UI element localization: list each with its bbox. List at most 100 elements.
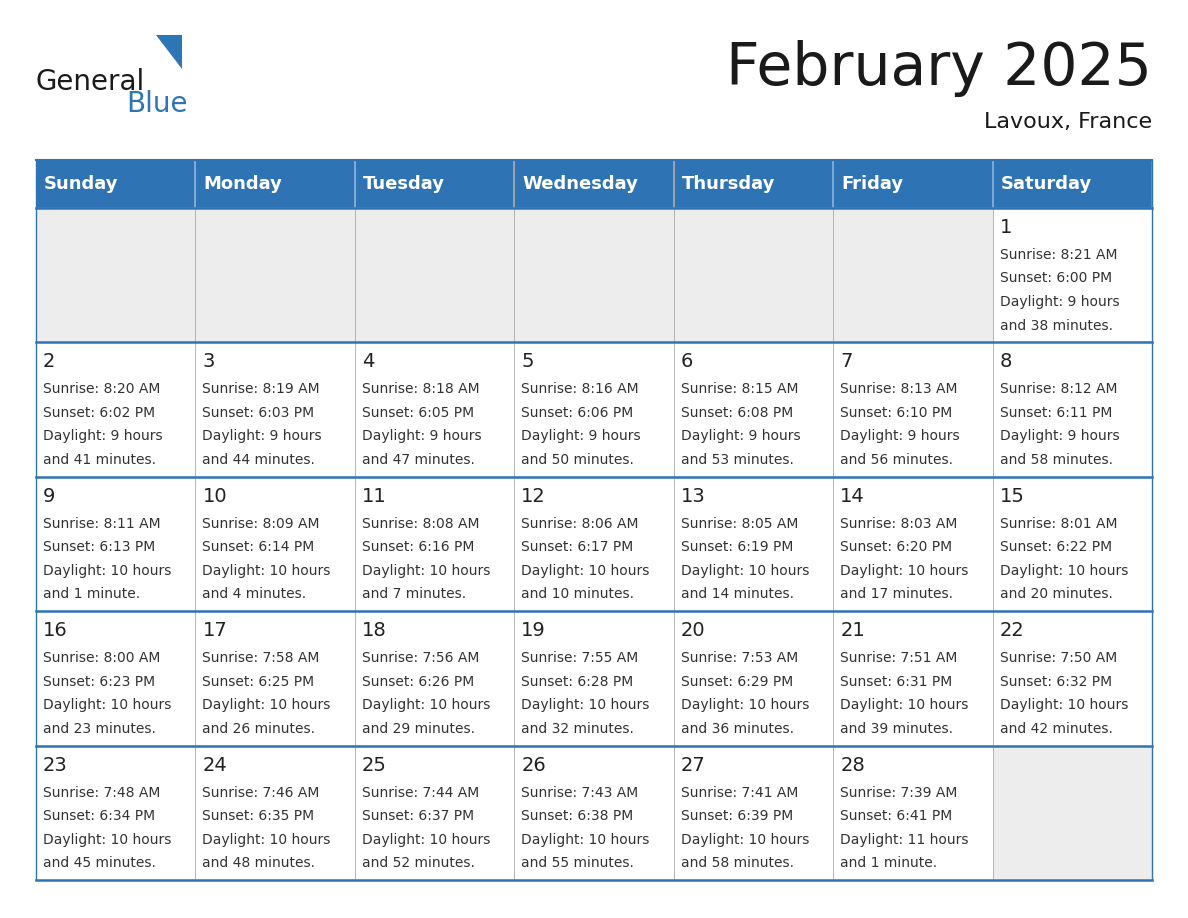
Text: 12: 12 (522, 487, 546, 506)
Text: and 44 minutes.: and 44 minutes. (202, 453, 315, 467)
Text: Sunset: 6:19 PM: Sunset: 6:19 PM (681, 541, 794, 554)
Text: and 58 minutes.: and 58 minutes. (681, 856, 794, 870)
Text: Sunset: 6:14 PM: Sunset: 6:14 PM (202, 541, 315, 554)
Text: 14: 14 (840, 487, 865, 506)
Text: Sunset: 6:39 PM: Sunset: 6:39 PM (681, 809, 792, 823)
Text: Sunrise: 7:43 AM: Sunrise: 7:43 AM (522, 786, 638, 800)
Text: Sunset: 6:31 PM: Sunset: 6:31 PM (840, 675, 953, 688)
Text: 9: 9 (43, 487, 56, 506)
Text: Sunset: 6:13 PM: Sunset: 6:13 PM (43, 541, 156, 554)
Text: Daylight: 10 hours: Daylight: 10 hours (362, 833, 491, 846)
Text: Sunrise: 8:19 AM: Sunrise: 8:19 AM (202, 383, 320, 397)
Text: Daylight: 9 hours: Daylight: 9 hours (681, 430, 801, 443)
Bar (833, 160, 992, 208)
Text: and 20 minutes.: and 20 minutes. (999, 588, 1112, 601)
Bar (355, 611, 514, 745)
Text: Sunset: 6:37 PM: Sunset: 6:37 PM (362, 809, 474, 823)
Bar (674, 342, 833, 476)
Text: Monday: Monday (203, 175, 283, 193)
Text: Sunrise: 8:09 AM: Sunrise: 8:09 AM (202, 517, 320, 531)
Text: Sunrise: 8:06 AM: Sunrise: 8:06 AM (522, 517, 639, 531)
Text: 5: 5 (522, 353, 533, 372)
Text: 7: 7 (840, 353, 853, 372)
Text: Daylight: 10 hours: Daylight: 10 hours (999, 699, 1127, 712)
Bar (833, 342, 992, 476)
Text: Sunrise: 8:12 AM: Sunrise: 8:12 AM (999, 383, 1117, 397)
Text: Sunrise: 8:16 AM: Sunrise: 8:16 AM (522, 383, 639, 397)
Text: Sunrise: 8:05 AM: Sunrise: 8:05 AM (681, 517, 798, 531)
Text: Sunday: Sunday (44, 175, 119, 193)
Bar (355, 160, 514, 208)
Text: 27: 27 (681, 756, 706, 775)
Bar (674, 208, 833, 342)
Text: Sunrise: 8:15 AM: Sunrise: 8:15 AM (681, 383, 798, 397)
Text: Daylight: 9 hours: Daylight: 9 hours (362, 430, 481, 443)
Bar (833, 611, 992, 745)
Text: 25: 25 (362, 756, 387, 775)
Text: 1: 1 (999, 218, 1012, 237)
Bar (36, 342, 196, 476)
Bar (992, 476, 1152, 611)
Text: February 2025: February 2025 (726, 40, 1152, 97)
Bar (674, 476, 833, 611)
Text: 10: 10 (202, 487, 227, 506)
Text: and 55 minutes.: and 55 minutes. (522, 856, 634, 870)
Text: and 14 minutes.: and 14 minutes. (681, 588, 794, 601)
Bar (833, 208, 992, 342)
Text: Sunrise: 7:51 AM: Sunrise: 7:51 AM (840, 651, 958, 666)
Bar (355, 342, 514, 476)
Bar (674, 160, 833, 208)
Text: Sunrise: 7:41 AM: Sunrise: 7:41 AM (681, 786, 798, 800)
Text: 20: 20 (681, 621, 706, 640)
Text: Daylight: 9 hours: Daylight: 9 hours (999, 295, 1119, 309)
Text: and 29 minutes.: and 29 minutes. (362, 722, 475, 735)
Text: Daylight: 10 hours: Daylight: 10 hours (43, 564, 171, 577)
Bar (36, 476, 196, 611)
Text: Thursday: Thursday (682, 175, 775, 193)
Text: Sunset: 6:17 PM: Sunset: 6:17 PM (522, 541, 633, 554)
Text: Sunrise: 8:08 AM: Sunrise: 8:08 AM (362, 517, 479, 531)
Text: Sunset: 6:16 PM: Sunset: 6:16 PM (362, 541, 474, 554)
Text: and 39 minutes.: and 39 minutes. (840, 722, 953, 735)
Text: Sunset: 6:10 PM: Sunset: 6:10 PM (840, 406, 953, 420)
Text: and 1 minute.: and 1 minute. (43, 588, 140, 601)
Text: Daylight: 11 hours: Daylight: 11 hours (840, 833, 968, 846)
Text: and 38 minutes.: and 38 minutes. (999, 319, 1113, 332)
Bar (514, 611, 674, 745)
Text: Daylight: 10 hours: Daylight: 10 hours (43, 699, 171, 712)
Text: 24: 24 (202, 756, 227, 775)
Bar (992, 160, 1152, 208)
Text: Sunrise: 7:53 AM: Sunrise: 7:53 AM (681, 651, 798, 666)
Text: and 50 minutes.: and 50 minutes. (522, 453, 634, 467)
Text: 17: 17 (202, 621, 227, 640)
Bar (514, 160, 674, 208)
Text: Sunset: 6:03 PM: Sunset: 6:03 PM (202, 406, 315, 420)
Text: and 32 minutes.: and 32 minutes. (522, 722, 634, 735)
Text: Sunset: 6:38 PM: Sunset: 6:38 PM (522, 809, 633, 823)
Text: and 17 minutes.: and 17 minutes. (840, 588, 953, 601)
Text: Daylight: 10 hours: Daylight: 10 hours (999, 564, 1127, 577)
Text: and 52 minutes.: and 52 minutes. (362, 856, 475, 870)
Text: Sunset: 6:05 PM: Sunset: 6:05 PM (362, 406, 474, 420)
Text: Daylight: 9 hours: Daylight: 9 hours (840, 430, 960, 443)
Text: 26: 26 (522, 756, 546, 775)
Text: Sunrise: 8:13 AM: Sunrise: 8:13 AM (840, 383, 958, 397)
Text: Sunset: 6:11 PM: Sunset: 6:11 PM (999, 406, 1112, 420)
Bar (514, 476, 674, 611)
Text: Daylight: 10 hours: Daylight: 10 hours (202, 564, 330, 577)
Bar (833, 745, 992, 880)
Text: Sunset: 6:02 PM: Sunset: 6:02 PM (43, 406, 156, 420)
Text: 22: 22 (999, 621, 1024, 640)
Bar (992, 745, 1152, 880)
Bar (674, 745, 833, 880)
Text: Tuesday: Tuesday (362, 175, 444, 193)
Text: Sunrise: 8:00 AM: Sunrise: 8:00 AM (43, 651, 160, 666)
Text: and 4 minutes.: and 4 minutes. (202, 588, 307, 601)
Text: Sunset: 6:23 PM: Sunset: 6:23 PM (43, 675, 156, 688)
Text: Daylight: 10 hours: Daylight: 10 hours (681, 699, 809, 712)
Text: Sunrise: 8:01 AM: Sunrise: 8:01 AM (999, 517, 1117, 531)
Text: Sunrise: 8:20 AM: Sunrise: 8:20 AM (43, 383, 160, 397)
Bar (196, 611, 355, 745)
Bar (674, 611, 833, 745)
Text: Daylight: 10 hours: Daylight: 10 hours (43, 833, 171, 846)
